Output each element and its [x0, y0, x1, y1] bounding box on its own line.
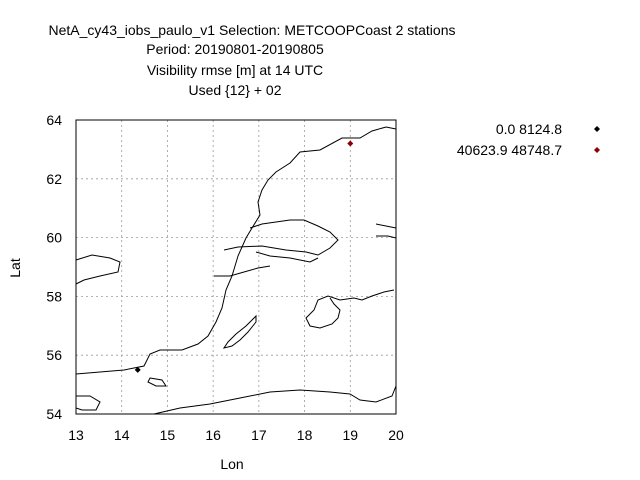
coastline-south-baltic: [153, 385, 397, 415]
grid-lines: [76, 120, 396, 414]
station-marker: [134, 366, 141, 373]
coastline-norway: [75, 254, 121, 285]
station-markers: [134, 140, 354, 373]
title-line-2: Period: 20190801-20190805: [146, 41, 324, 57]
coastlines: [75, 126, 397, 415]
y-tick-labels: 54 56 58 60 62 64: [46, 112, 62, 422]
title-line-4: Used {12} + 02: [188, 82, 281, 98]
coastline-mainland: [75, 126, 397, 375]
station-marker: [347, 140, 354, 147]
coastline-baltic-states: [214, 265, 395, 329]
gotland-island: [222, 314, 257, 349]
legend-entry-label: 40623.9 48748.7: [457, 142, 562, 158]
y-tick-label: 62: [46, 171, 62, 187]
coastline-denmark: [75, 395, 101, 411]
x-tick-label: 20: [388, 427, 404, 443]
legend: 0.0 8124.8 40623.9 48748.7: [457, 121, 600, 158]
coastline-finland-bay: [375, 223, 397, 239]
title-line-1: NetA_cy43_iobs_paulo_v1 Selection: METCO…: [49, 22, 456, 38]
x-tick-labels: 13 14 15 16 17 18 19 20: [68, 427, 404, 443]
legend-entry-label: 0.0 8124.8: [496, 121, 562, 137]
x-axis-label: Lon: [220, 456, 243, 472]
x-tick-label: 14: [114, 427, 130, 443]
x-tick-label: 17: [251, 427, 267, 443]
title-line-3: Visibility rmse [m] at 14 UTC: [147, 62, 323, 78]
x-tick-label: 13: [68, 427, 84, 443]
x-tick-label: 16: [205, 427, 221, 443]
y-tick-label: 60: [46, 230, 62, 246]
x-tick-label: 15: [160, 427, 176, 443]
plot-frame: [75, 119, 397, 415]
legend-entry-marker: [594, 147, 600, 153]
coastline-gulf-finland: [223, 219, 339, 263]
x-tick-label: 19: [342, 427, 358, 443]
legend-entry-marker: [594, 126, 600, 132]
y-tick-label: 56: [46, 347, 62, 363]
y-axis-label: Lat: [7, 258, 23, 278]
y-tick-label: 58: [46, 288, 62, 304]
y-tick-label: 64: [46, 112, 62, 128]
x-tick-label: 18: [297, 427, 313, 443]
y-tick-label: 54: [46, 406, 62, 422]
bornholm-island: [147, 377, 167, 387]
